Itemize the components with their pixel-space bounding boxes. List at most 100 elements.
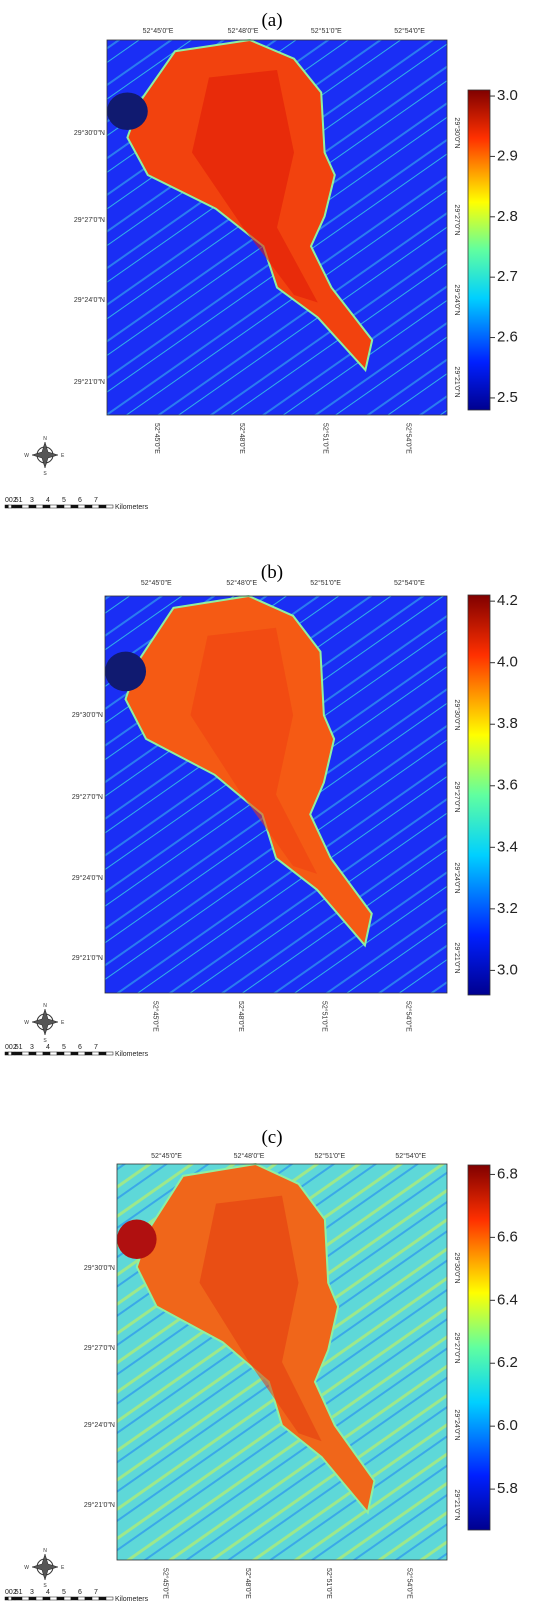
lon-label-bottom: 52°48'0"E xyxy=(237,1001,245,1032)
scale-segment xyxy=(84,1596,93,1601)
lon-label-bottom: 52°45'0"E xyxy=(153,423,161,454)
compass-letter: N xyxy=(43,436,47,442)
map-frame xyxy=(104,595,448,994)
panel-label: (b) xyxy=(261,562,283,583)
lon-label-bottom: 52°48'0"E xyxy=(244,1568,252,1599)
lat-label-left: 29°27'0"N xyxy=(74,216,105,224)
lat-label-right: 29°21'0"N xyxy=(453,942,461,973)
scale-segment xyxy=(8,1051,12,1056)
compass-letter: E xyxy=(61,453,65,459)
lon-label-top: 52°48'0"E xyxy=(234,1152,265,1160)
colorbar xyxy=(467,1164,491,1531)
colorbar-tick-label: 3.6 xyxy=(497,777,518,794)
scale-label: 4 xyxy=(46,1044,50,1051)
lon-label-top: 52°48'0"E xyxy=(228,27,259,35)
compass-letter: W xyxy=(24,1565,29,1571)
lat-label-left: 29°21'0"N xyxy=(72,954,103,962)
lat-label-left: 29°30'0"N xyxy=(72,711,103,719)
lon-label-bottom: 52°51'0"E xyxy=(325,1568,333,1599)
scale-segment xyxy=(35,1596,44,1601)
lon-label-bottom: 52°45'0"E xyxy=(162,1568,170,1599)
lat-label-right: 29°24'0"N xyxy=(453,1409,461,1440)
lat-label-left: 29°30'0"N xyxy=(84,1264,115,1272)
scale-segment xyxy=(14,1596,23,1601)
scale-segment xyxy=(21,1051,30,1056)
lon-label-bottom: 52°54'0"E xyxy=(406,1568,414,1599)
colorbar-tick-label: 3.8 xyxy=(497,715,518,732)
scale-label: 6 xyxy=(78,497,82,504)
scale-segment xyxy=(42,1596,51,1601)
lat-label-right: 29°21'0"N xyxy=(453,1489,461,1520)
map-pond xyxy=(105,651,147,692)
panel-label: (a) xyxy=(261,10,282,31)
scale-label: 6 xyxy=(78,1589,82,1596)
lat-label-right: 29°27'0"N xyxy=(453,204,461,235)
scale-label: 00.51 xyxy=(5,497,23,504)
scale-segment xyxy=(84,504,93,509)
scale-segment xyxy=(98,504,107,509)
colorbar-tick-label: 4.0 xyxy=(497,654,518,671)
colorbar-tick-label: 3.0 xyxy=(497,87,518,104)
lon-label-top: 52°45'0"E xyxy=(143,27,174,35)
lat-label-left: 29°21'0"N xyxy=(74,378,105,386)
scale-segment xyxy=(8,504,12,509)
scale-label: 3 xyxy=(30,1589,34,1596)
colorbar-tick-label: 6.0 xyxy=(497,1417,518,1434)
colorbar xyxy=(467,594,491,996)
scale-segment xyxy=(49,1051,58,1056)
scale-label: 00.51 xyxy=(5,1044,23,1051)
scale-segment xyxy=(49,1596,58,1601)
scale-segment xyxy=(98,1051,107,1056)
scale-segment xyxy=(91,1596,100,1601)
lon-label-bottom: 52°51'0"E xyxy=(321,1001,329,1032)
lat-label-right: 29°24'0"N xyxy=(453,284,461,315)
scale-segment xyxy=(11,1596,16,1601)
colorbar-tick-label: 4.2 xyxy=(497,592,518,609)
lat-label-left: 29°27'0"N xyxy=(84,1344,115,1352)
compass-letter: S xyxy=(43,471,47,477)
scale-label: 4 xyxy=(46,497,50,504)
compass-letter: W xyxy=(24,453,29,459)
lon-label-bottom: 52°54'0"E xyxy=(404,1001,412,1032)
lat-label-left: 29°24'0"N xyxy=(72,874,103,882)
lat-label-right: 29°27'0"N xyxy=(453,1332,461,1363)
scale-segment xyxy=(21,1596,30,1601)
map-lake-core xyxy=(192,70,318,303)
colorbar-tick-label: 2.7 xyxy=(497,268,518,285)
lat-label-left: 29°27'0"N xyxy=(72,793,103,801)
scale-segment xyxy=(98,1596,107,1601)
scale-segment xyxy=(70,504,79,509)
scale-segment xyxy=(84,1051,93,1056)
colorbar-tick-label: 2.8 xyxy=(497,208,518,225)
scale-segment xyxy=(35,504,44,509)
scale-segment xyxy=(11,1051,16,1056)
map-lake-core xyxy=(199,1195,322,1442)
colorbar-tick-label: 6.2 xyxy=(497,1354,518,1371)
scale-segment xyxy=(77,504,86,509)
scale-segment xyxy=(35,1051,44,1056)
scale-label: 5 xyxy=(62,497,66,504)
scale-segment xyxy=(56,1051,65,1056)
colorbar-tick-label: 6.4 xyxy=(497,1291,518,1308)
colorbar xyxy=(467,89,491,411)
scale-segment xyxy=(56,504,65,509)
panel-label: (c) xyxy=(261,1127,282,1148)
scale-label: 00.51 xyxy=(5,1589,23,1596)
scale-segment xyxy=(63,1596,72,1601)
map-lake-core xyxy=(190,627,318,874)
scale-segment xyxy=(8,1596,12,1601)
colorbar-tick-label: 3.0 xyxy=(497,961,518,978)
map-frame xyxy=(106,39,448,416)
compass-letter: S xyxy=(43,1038,47,1044)
map-pond xyxy=(107,92,148,130)
colorbar-tick-label: 3.2 xyxy=(497,900,518,917)
scale-label: 5 xyxy=(62,1044,66,1051)
scale-segment xyxy=(105,1596,114,1601)
scale-segment xyxy=(105,1051,114,1056)
scale-segment xyxy=(28,1051,37,1056)
colorbar-tick-label: 3.4 xyxy=(497,838,518,855)
scale-label: 2 xyxy=(13,1044,17,1051)
scale-label: 7 xyxy=(94,497,98,504)
scale-label: 5 xyxy=(62,1589,66,1596)
compass-star xyxy=(31,1553,59,1581)
